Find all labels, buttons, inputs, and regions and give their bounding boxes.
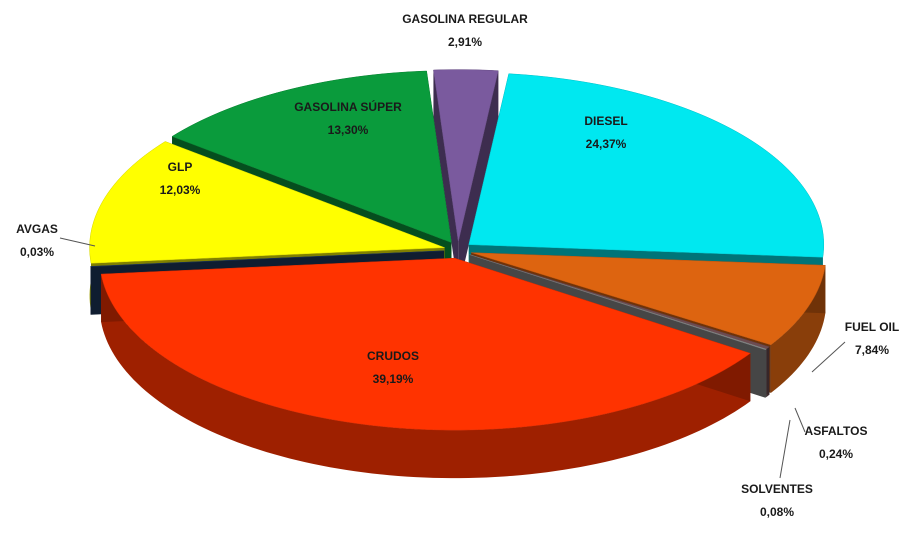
slice-value-label: 2,91%	[448, 35, 482, 49]
slice-label: GASOLINA REGULAR	[402, 12, 528, 26]
slice-label: GASOLINA SÚPER	[294, 99, 402, 114]
slice-side	[101, 274, 751, 479]
slice-value-label: 7,84%	[855, 343, 889, 357]
slice-side	[770, 265, 826, 393]
slice-tops	[89, 69, 826, 431]
slice-label: FUEL OIL	[845, 320, 899, 334]
slice	[90, 250, 445, 267]
leader-line	[794, 407, 806, 433]
slice-label: ASFALTOS	[805, 424, 868, 438]
slice-value-label: 0,03%	[20, 245, 54, 259]
slice-label: GLP	[168, 160, 193, 174]
slice	[100, 257, 751, 431]
leader-line	[779, 419, 791, 479]
slice	[471, 252, 826, 346]
slice-edge	[433, 70, 459, 290]
slice	[171, 70, 452, 243]
leader-line	[811, 341, 846, 373]
slice-label: CRUDOS	[367, 349, 419, 363]
slice-label: DIESEL	[584, 114, 627, 128]
slice-value-label: 39,19%	[373, 372, 414, 386]
slice-value-label: 0,24%	[819, 447, 853, 461]
slice-value-label: 12,03%	[160, 183, 201, 197]
slice	[468, 73, 825, 258]
slice-label: AVGAS	[16, 222, 58, 236]
slice-edge	[458, 70, 499, 290]
slice-value-label: 24,37%	[586, 137, 627, 151]
slice-value-label: 0,08%	[760, 505, 794, 519]
slice-value-label: 13,30%	[328, 123, 369, 137]
slice	[433, 69, 499, 242]
leader-line	[59, 237, 96, 247]
slice	[469, 254, 767, 351]
slice-label: SOLVENTES	[741, 482, 813, 496]
